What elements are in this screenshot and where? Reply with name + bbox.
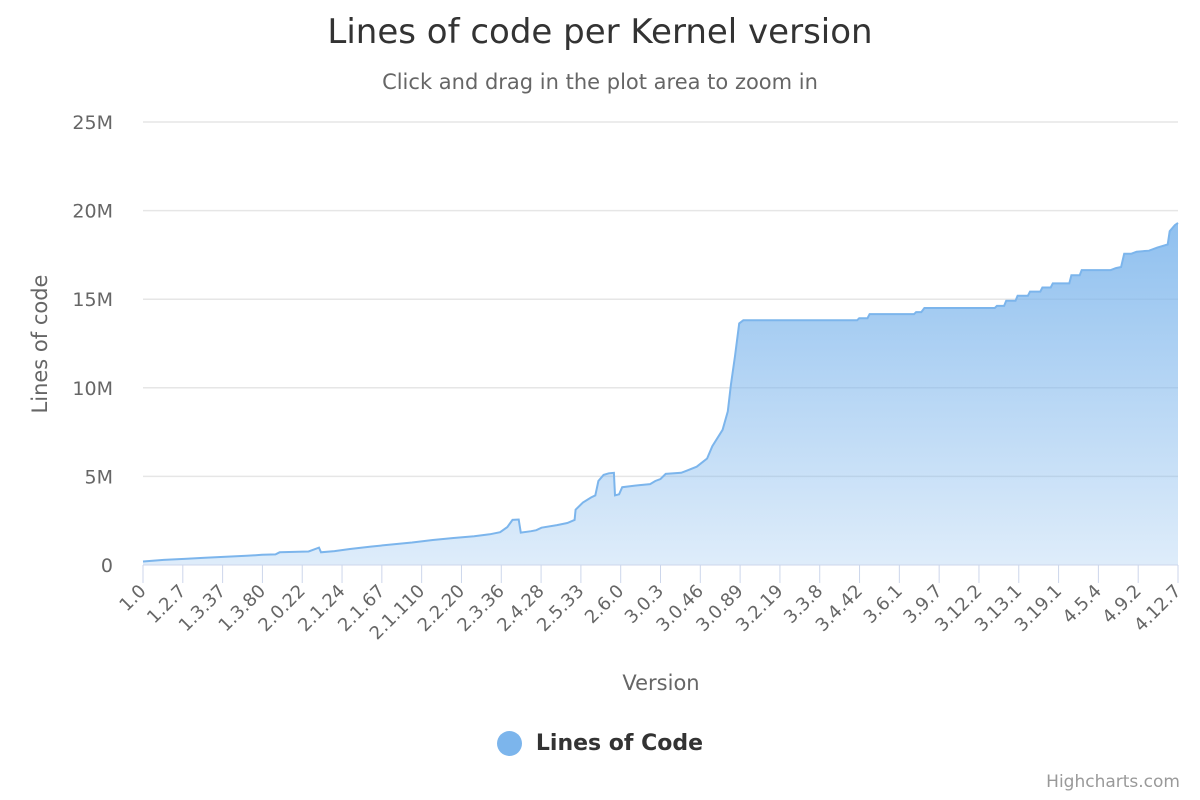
legend-label: Lines of Code xyxy=(535,731,704,756)
x-tick-label: 3.6.1 xyxy=(860,581,907,628)
y-tick-label: 20M xyxy=(72,201,113,223)
x-tick-label: 4.5.4 xyxy=(1059,581,1106,628)
y-tick-label: 5M xyxy=(85,466,113,488)
y-axis-ticks: 0 5M 10M 15M 20M 25M xyxy=(72,112,113,577)
y-tick-label: 10M xyxy=(72,378,113,400)
y-tick-label: 15M xyxy=(72,289,113,311)
chart-subtitle: Click and drag in the plot area to zoom … xyxy=(382,70,818,94)
x-axis-ticks: 1.01.2.71.3.371.3.802.0.222.1.242.1.672.… xyxy=(115,565,1186,644)
legend-item-lines-of-code[interactable]: Lines of Code xyxy=(496,731,704,756)
x-axis-title: Version xyxy=(622,671,699,695)
legend: Lines of Code xyxy=(0,731,1200,756)
x-tick-label: 2.6.0 xyxy=(581,581,628,628)
y-axis-title: Lines of code xyxy=(28,275,52,414)
legend-circle-icon xyxy=(496,731,522,756)
credits-link[interactable]: Highcharts.com xyxy=(1046,772,1180,792)
area-series-line[interactable] xyxy=(142,222,1179,563)
y-tick-label: 25M xyxy=(72,112,113,134)
area-series-fill[interactable] xyxy=(143,223,1178,565)
chart-title: Lines of code per Kernel version xyxy=(327,12,873,52)
y-tick-label: 0 xyxy=(101,555,113,577)
